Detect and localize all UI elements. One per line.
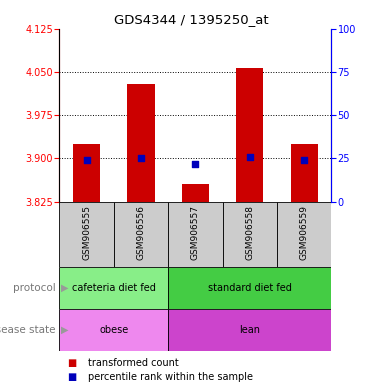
Bar — [291, 144, 318, 202]
Text: disease state: disease state — [0, 325, 56, 335]
Bar — [168, 309, 331, 351]
Text: standard diet fed: standard diet fed — [208, 283, 291, 293]
Text: GSM906559: GSM906559 — [300, 205, 309, 260]
Bar — [59, 309, 168, 351]
Bar — [73, 144, 100, 202]
Bar — [127, 83, 155, 202]
Text: percentile rank within the sample: percentile rank within the sample — [88, 372, 253, 382]
Text: ■: ■ — [67, 358, 76, 368]
Text: GSM906556: GSM906556 — [136, 205, 146, 260]
Point — [138, 156, 144, 162]
Text: ■: ■ — [67, 372, 76, 382]
Point — [301, 157, 307, 163]
Text: obese: obese — [99, 325, 128, 335]
Point — [83, 157, 90, 163]
Point — [247, 154, 253, 160]
Bar — [277, 202, 331, 267]
Bar — [223, 202, 277, 267]
Text: cafeteria diet fed: cafeteria diet fed — [72, 283, 155, 293]
Text: GDS4344 / 1395250_at: GDS4344 / 1395250_at — [114, 13, 269, 26]
Bar — [236, 68, 264, 202]
Text: lean: lean — [239, 325, 260, 335]
Text: GSM906555: GSM906555 — [82, 205, 91, 260]
Text: GSM906558: GSM906558 — [245, 205, 254, 260]
Text: GSM906557: GSM906557 — [191, 205, 200, 260]
Point — [192, 161, 198, 167]
Bar — [59, 202, 114, 267]
Bar — [182, 184, 209, 202]
Bar — [59, 267, 168, 309]
Bar — [168, 202, 223, 267]
Bar — [168, 267, 331, 309]
Text: transformed count: transformed count — [88, 358, 179, 368]
Text: protocol: protocol — [13, 283, 56, 293]
Text: ▶: ▶ — [61, 325, 69, 335]
Text: ▶: ▶ — [61, 283, 69, 293]
Bar — [114, 202, 168, 267]
